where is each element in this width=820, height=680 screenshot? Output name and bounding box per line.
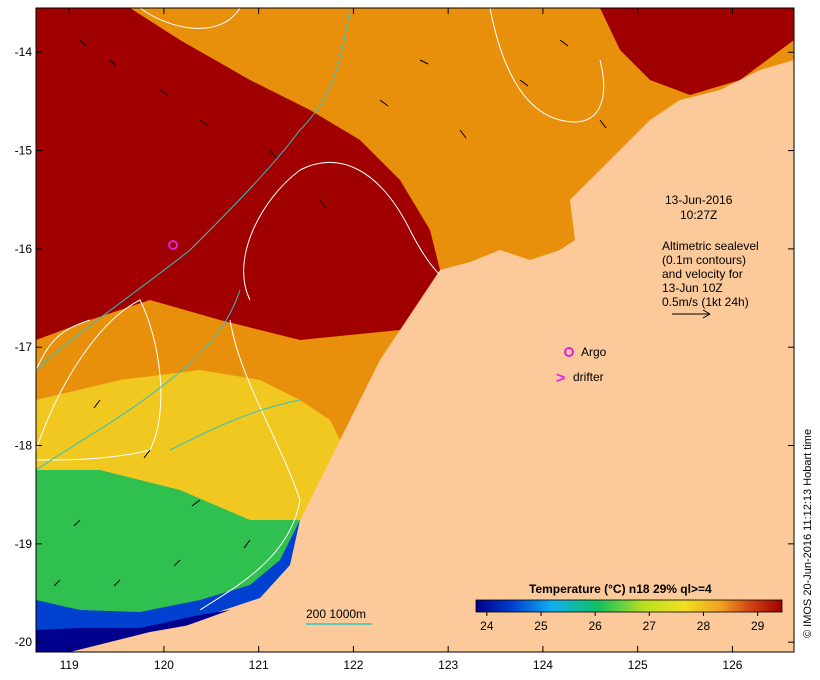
colorbar-label: 28 <box>697 619 711 633</box>
y-axis: -14 -15 -16 -17 -18 -19 -20 <box>15 45 794 649</box>
x-axis: 119 120 121 122 123 124 125 126 <box>60 8 743 672</box>
x-tick-label: 123 <box>438 658 458 672</box>
sst-green-band <box>36 470 300 652</box>
y-tick-label: -16 <box>15 242 33 256</box>
colorbar-label: 29 <box>751 619 765 633</box>
argo-float <box>168 240 178 250</box>
altimetry-legend-line: 13-Jun 10Z <box>662 281 723 295</box>
y-tick-label: -20 <box>15 635 33 649</box>
sst-hot-region <box>36 8 440 340</box>
x-tick-label: 125 <box>628 658 648 672</box>
sst-cold-coastal <box>36 610 230 652</box>
sst-yellow-band <box>36 370 340 520</box>
colorbar <box>475 599 783 613</box>
sealevel-contours <box>36 8 605 611</box>
date-label: 13-Jun-2016 <box>665 193 733 207</box>
colorbar-label: 27 <box>643 619 657 633</box>
y-tick-label: -18 <box>15 439 33 453</box>
land-mass <box>70 60 794 652</box>
velocity-arrows <box>53 39 607 587</box>
x-tick-label: 126 <box>722 658 742 672</box>
plot-frame <box>35 7 795 653</box>
y-tick-label: -17 <box>15 340 33 354</box>
time-label: 10:27Z <box>680 208 717 222</box>
y-tick-label: -19 <box>15 537 33 551</box>
colorbar-label: 25 <box>534 619 548 633</box>
colorbar-ticks: 24 25 26 27 28 29 <box>480 612 765 633</box>
x-tick-label: 124 <box>533 658 553 672</box>
argo-legend-marker <box>564 347 574 357</box>
colorbar-title: Temperature (°C) n18 29% ql>=4 <box>529 582 712 596</box>
drifter-legend-marker: > <box>556 370 565 387</box>
drifter-label: drifter <box>573 370 604 384</box>
altimetry-legend-line: (0.1m contours) <box>662 253 746 267</box>
velocity-scale-arrow <box>672 309 711 319</box>
x-tick-label: 121 <box>249 658 269 672</box>
x-tick-label: 122 <box>343 658 363 672</box>
bathymetry-contours <box>36 8 351 471</box>
argo-label: Argo <box>581 345 607 359</box>
x-tick-label: 120 <box>154 658 174 672</box>
sst-hot-patch-ne <box>600 8 794 95</box>
altimetry-legend-line: 0.5m/s (1kt 24h) <box>662 295 749 309</box>
y-tick-label: -15 <box>15 144 33 158</box>
bathy-label: 200 1000m <box>306 607 366 621</box>
y-tick-label: -14 <box>15 45 33 59</box>
sst-cool-coastal <box>36 520 300 652</box>
colorbar-label: 26 <box>588 619 602 633</box>
colorbar-label: 24 <box>480 619 494 633</box>
altimetry-legend-line: Altimetric sealevel <box>662 239 759 253</box>
credit-text: © IMOS 20-Jun-2016 11:12:13 Hobart time <box>802 429 814 638</box>
altimetry-legend: Altimetric sealevel(0.1m contours)and ve… <box>662 239 759 309</box>
x-tick-label: 119 <box>60 658 79 672</box>
altimetry-legend-line: and velocity for <box>662 267 743 281</box>
